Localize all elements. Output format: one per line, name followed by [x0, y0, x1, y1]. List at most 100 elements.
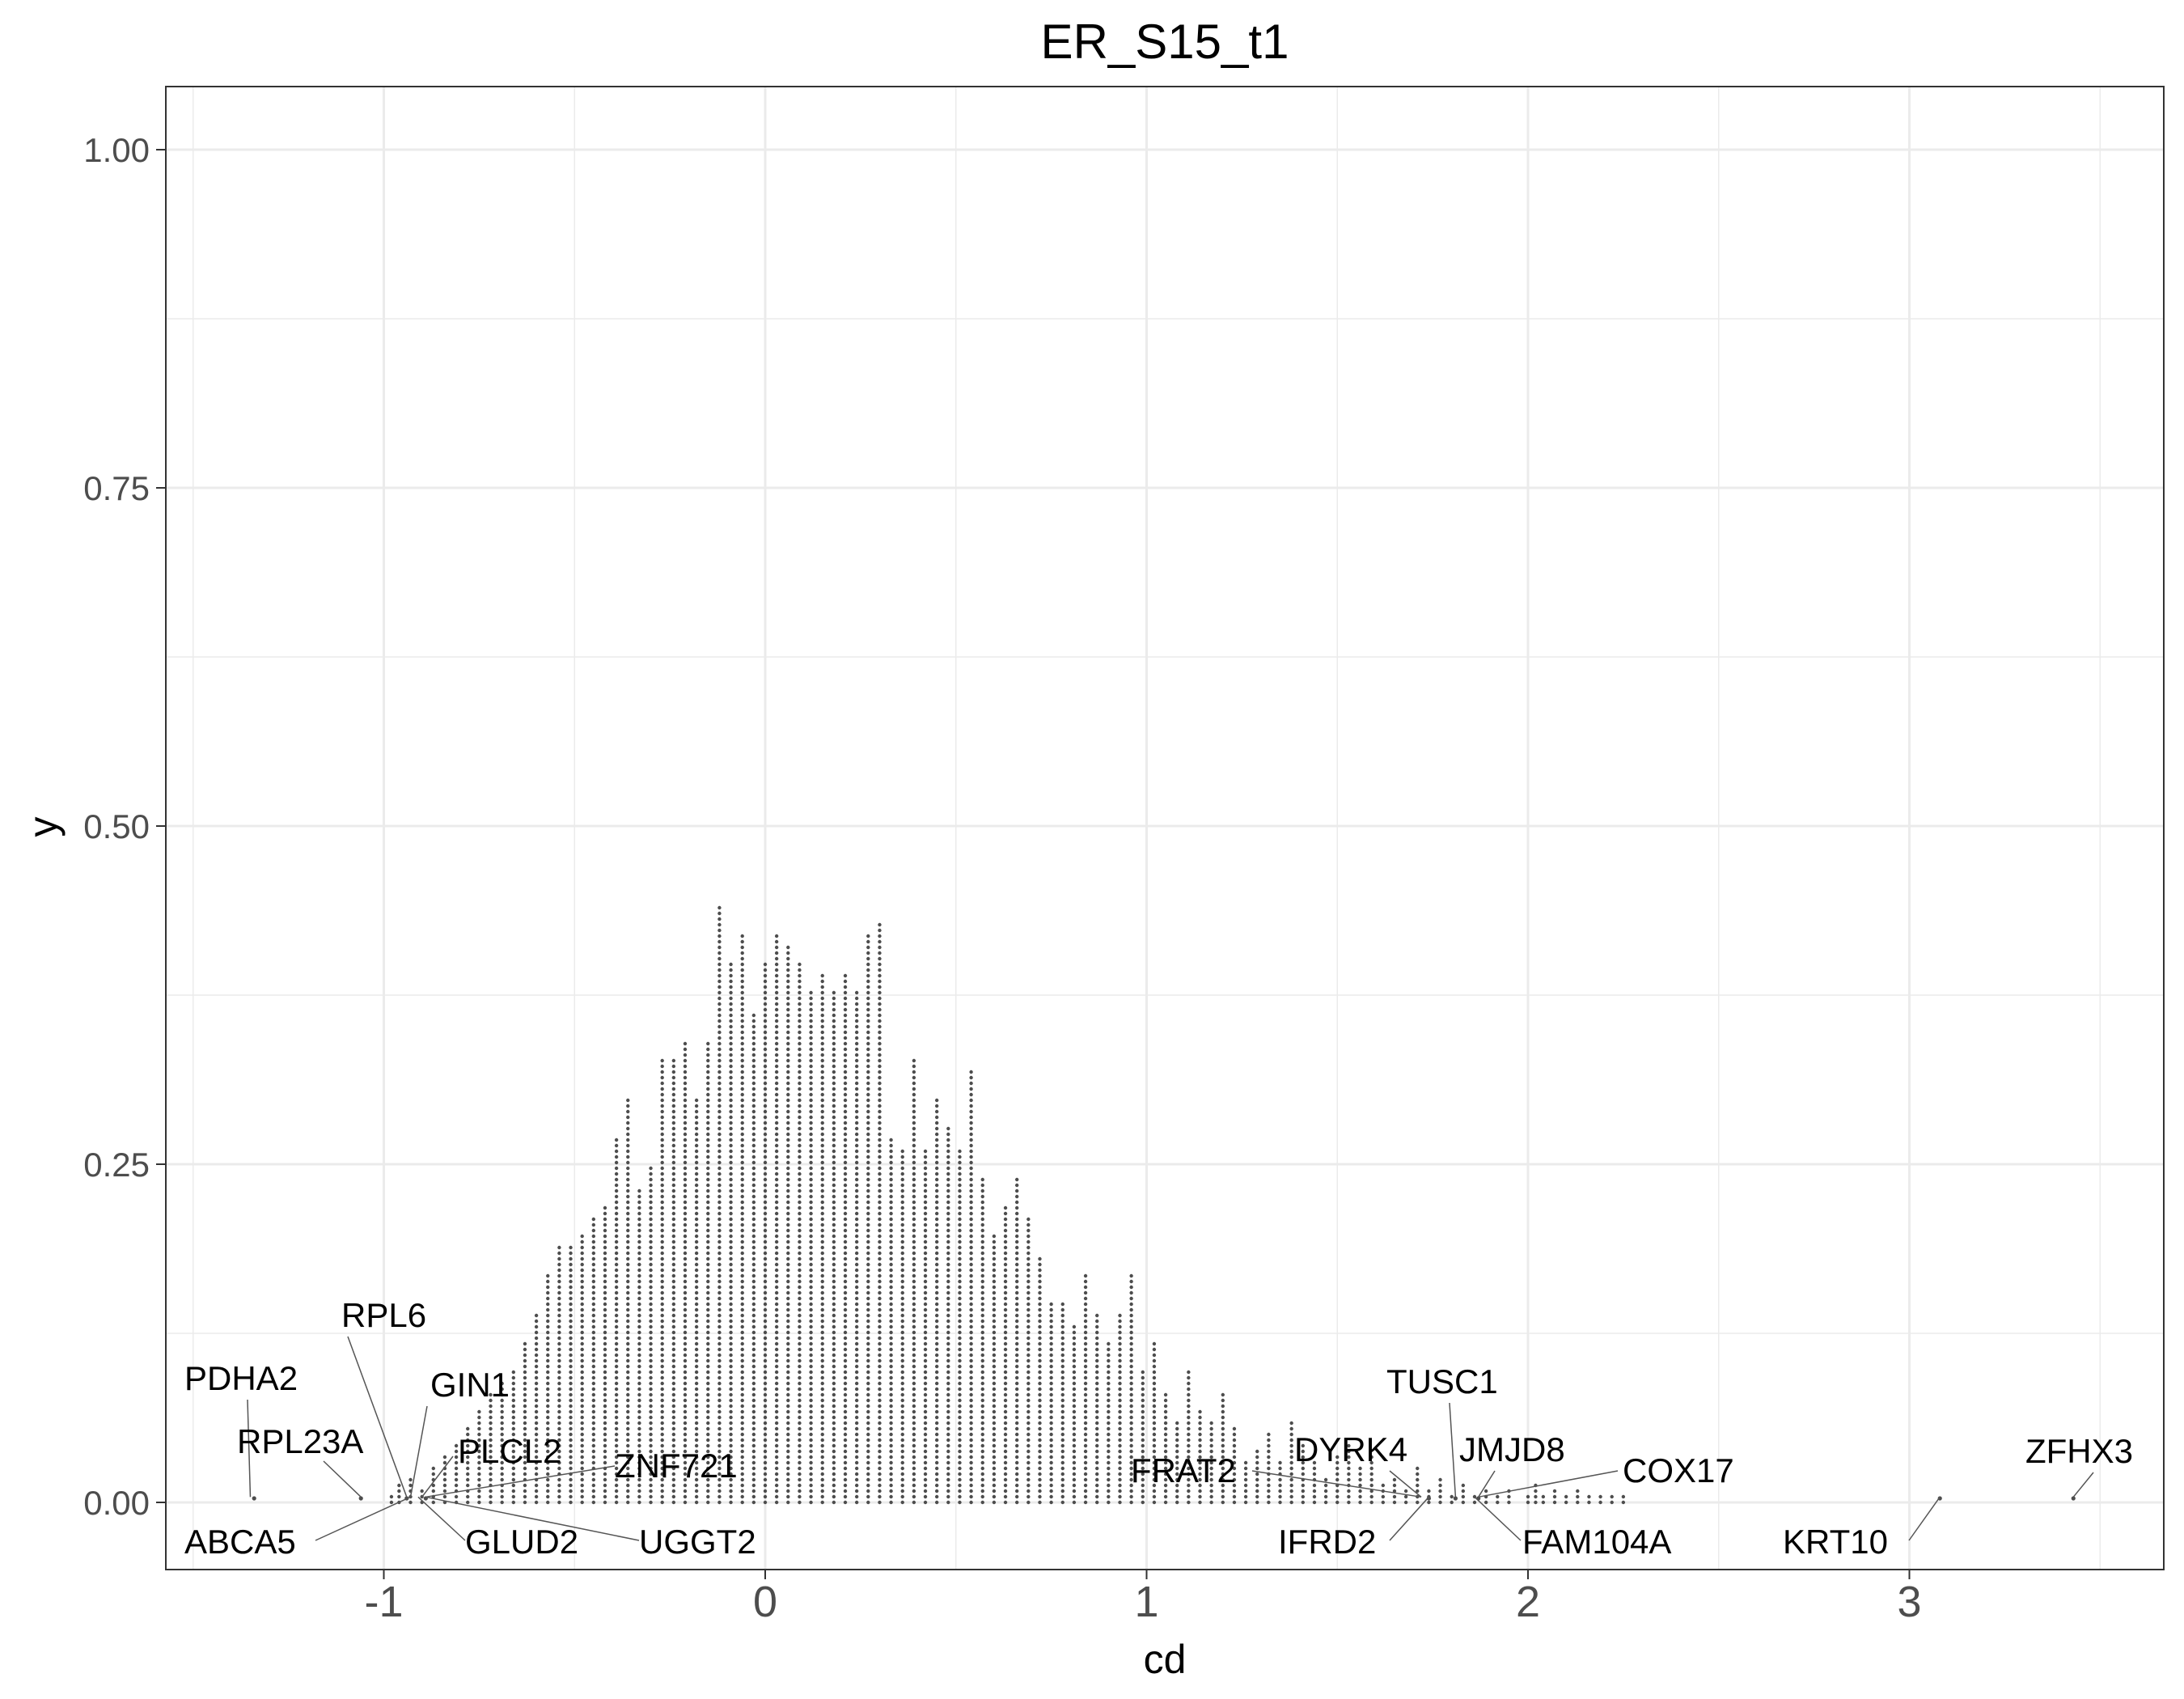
dot	[878, 1432, 882, 1437]
dot	[1014, 1183, 1019, 1188]
dot	[626, 1460, 630, 1465]
dot	[660, 1268, 664, 1273]
dot	[1107, 1438, 1111, 1443]
dot	[671, 1500, 676, 1505]
dot	[683, 1489, 688, 1494]
dot-stack	[740, 934, 744, 1505]
dot	[820, 1064, 824, 1069]
dot	[706, 1336, 710, 1341]
dot	[912, 1172, 916, 1176]
dot	[866, 1381, 870, 1386]
dot	[523, 1443, 527, 1448]
dot	[1014, 1188, 1019, 1193]
dot	[809, 1126, 813, 1131]
dot	[1060, 1443, 1064, 1448]
dot	[389, 1500, 394, 1505]
dot	[1026, 1472, 1031, 1477]
dot	[798, 1262, 802, 1267]
dot	[649, 1483, 653, 1488]
dot	[1403, 1489, 1408, 1494]
dot	[934, 1494, 939, 1499]
dot	[843, 1087, 848, 1091]
dot	[946, 1251, 950, 1256]
dot	[580, 1483, 584, 1488]
dot	[626, 1381, 630, 1386]
dot	[466, 1477, 470, 1482]
dot	[1175, 1489, 1179, 1494]
dot	[969, 1228, 973, 1233]
dot	[706, 1251, 710, 1256]
dot	[1198, 1494, 1202, 1499]
dot	[763, 1058, 768, 1063]
dot	[694, 1132, 699, 1137]
dot	[923, 1460, 928, 1465]
dot	[580, 1489, 584, 1494]
dot	[843, 1070, 848, 1074]
dot	[626, 1256, 630, 1261]
dot	[866, 1047, 870, 1052]
dot	[511, 1449, 516, 1454]
dot	[591, 1455, 596, 1460]
dot	[1289, 1426, 1293, 1431]
dot	[980, 1285, 984, 1290]
dot	[580, 1432, 584, 1437]
dot	[820, 1138, 824, 1142]
dot	[786, 1353, 790, 1358]
dot	[878, 968, 882, 972]
dot	[809, 1375, 813, 1380]
dot	[694, 1251, 699, 1256]
dot	[751, 1347, 756, 1352]
dot	[660, 1330, 664, 1335]
dot	[546, 1273, 550, 1278]
dot	[763, 1183, 768, 1188]
dot	[889, 1449, 893, 1454]
dot-stack	[1403, 1489, 1408, 1505]
dot	[591, 1245, 596, 1250]
dot	[614, 1166, 619, 1171]
dot	[557, 1296, 561, 1301]
dot	[591, 1381, 596, 1386]
dot	[740, 1058, 744, 1063]
dot	[912, 1381, 916, 1386]
dot	[878, 934, 882, 938]
dot	[774, 1426, 779, 1431]
dot	[1014, 1477, 1019, 1482]
dot	[1152, 1489, 1157, 1494]
leader-line	[417, 1496, 466, 1541]
dot	[900, 1160, 904, 1165]
dot	[740, 1222, 744, 1227]
dot	[660, 1421, 664, 1426]
dot	[958, 1438, 962, 1443]
dot	[763, 1211, 768, 1216]
dot	[1107, 1477, 1111, 1482]
dot	[912, 1188, 916, 1193]
dot	[969, 1347, 973, 1352]
dot	[740, 1007, 744, 1012]
leader-line	[1449, 1402, 1457, 1498]
dot	[1358, 1466, 1362, 1471]
dot	[626, 1245, 630, 1250]
dot	[1026, 1500, 1031, 1505]
dot	[843, 1149, 848, 1154]
dot	[740, 1098, 744, 1103]
dot	[934, 1256, 939, 1261]
dot	[1118, 1347, 1122, 1352]
dot	[1038, 1268, 1042, 1273]
dot	[729, 1341, 733, 1346]
dot	[671, 1358, 676, 1363]
dot	[786, 1211, 790, 1216]
dot	[980, 1409, 984, 1414]
dot	[740, 1404, 744, 1409]
dot	[900, 1443, 904, 1448]
dot-stack	[1323, 1477, 1328, 1505]
dot	[671, 1262, 676, 1267]
dot	[637, 1426, 641, 1431]
dot	[1301, 1455, 1306, 1460]
dot	[671, 1064, 676, 1069]
dot	[1152, 1477, 1157, 1482]
dot	[671, 1285, 676, 1290]
dot	[923, 1245, 928, 1250]
dot	[878, 1387, 882, 1392]
gene-label: RPL23A	[237, 1422, 363, 1460]
dot	[889, 1324, 893, 1329]
